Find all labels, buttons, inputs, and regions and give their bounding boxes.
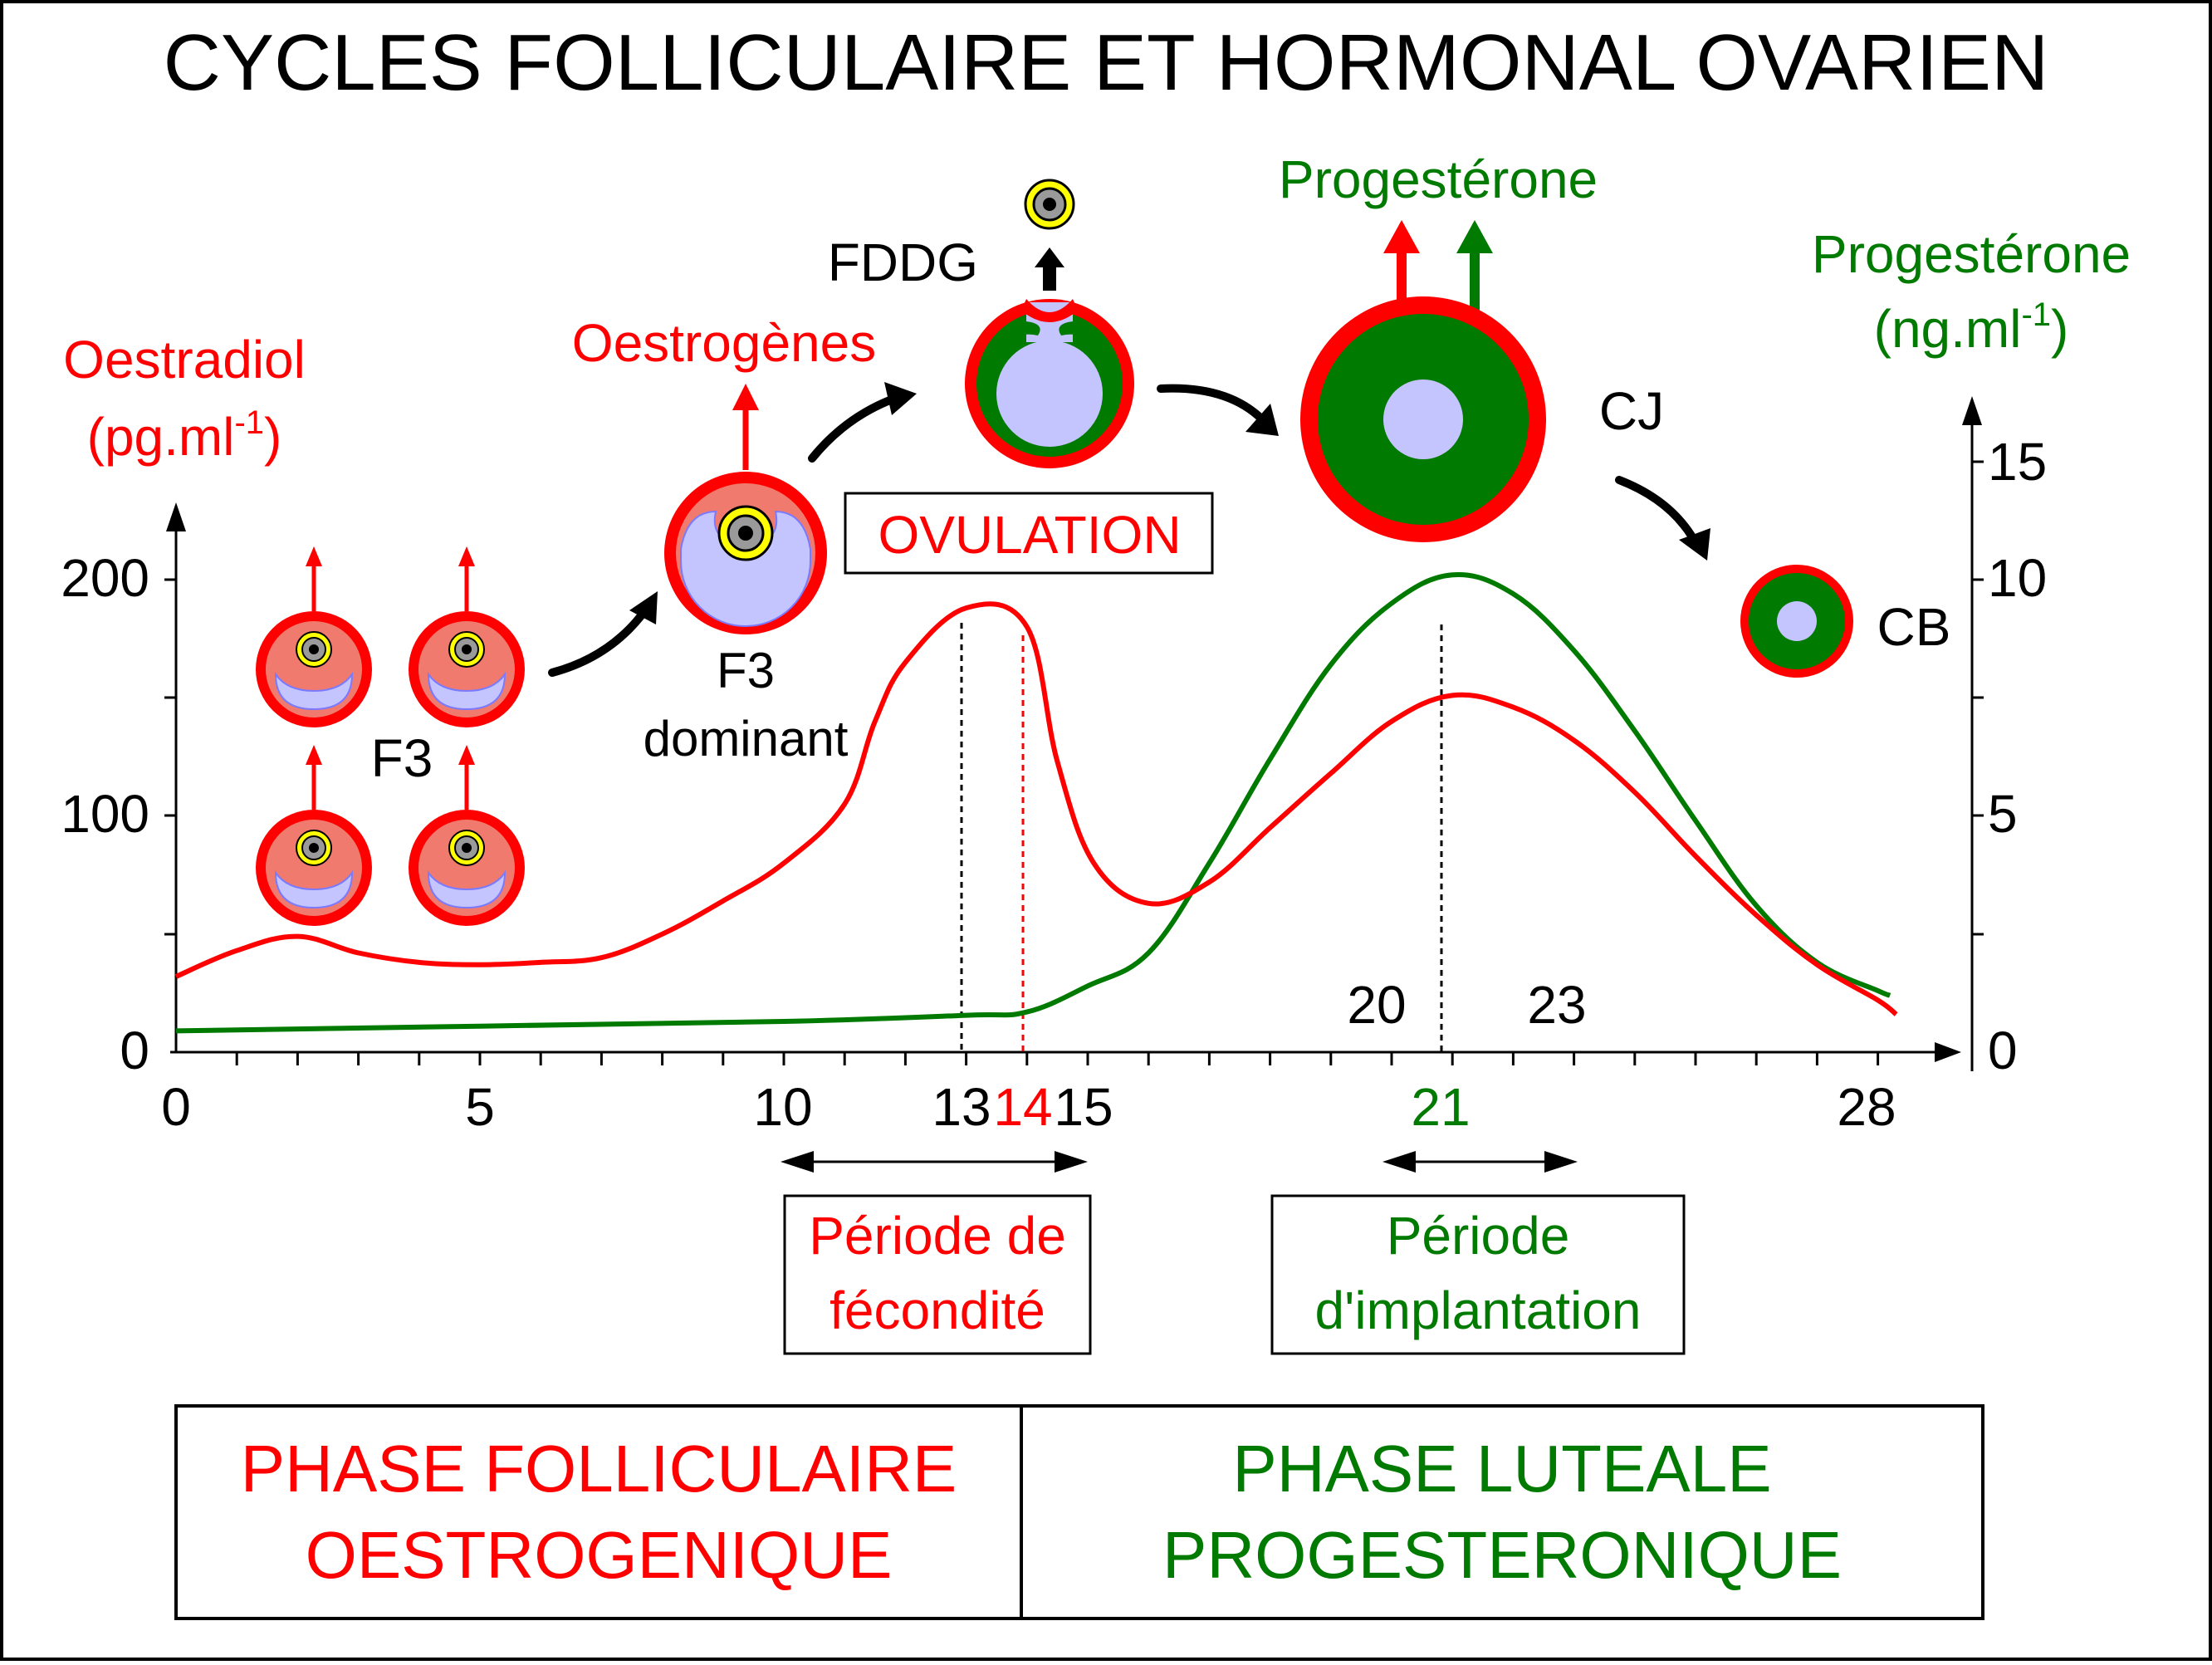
arrow-to-ovulation bbox=[808, 393, 903, 463]
right-tick-label-5: 5 bbox=[1988, 784, 2018, 844]
left-tick-label-200: 200 bbox=[61, 548, 149, 608]
left-axis-label: Oestradiol bbox=[63, 330, 306, 389]
implantation-line1: Période bbox=[1387, 1206, 1570, 1266]
right-axis-unit-base: (ng.ml bbox=[1874, 299, 2022, 359]
implantation-double-arrow bbox=[1382, 1151, 1578, 1173]
left-axis-unit: (pg.ml-1) bbox=[87, 404, 282, 467]
arrow-to-dominant-follicle-head bbox=[629, 591, 658, 624]
ovulation-box bbox=[844, 492, 1214, 575]
right-y-axis-arrowhead bbox=[1962, 396, 1982, 425]
corpus-albicans bbox=[1740, 565, 1853, 678]
arrow-to-corpus-albicans-head bbox=[1679, 528, 1710, 561]
arrow-to-corpus-luteum bbox=[1157, 384, 1266, 424]
x-axis-minor-ticks bbox=[235, 1052, 1880, 1065]
arrow-to-ovulation-head bbox=[884, 382, 917, 415]
cj-label: CJ bbox=[1599, 381, 1664, 441]
arrow-to-corpus-albicans bbox=[1615, 476, 1698, 544]
x-tick-label-28: 28 bbox=[1837, 1077, 1896, 1137]
fddg-label: FDDG bbox=[828, 233, 978, 292]
f3-follicle-top-left bbox=[256, 546, 372, 727]
implantation-line2: d'implantation bbox=[1315, 1281, 1642, 1340]
f3-label: F3 bbox=[371, 728, 433, 788]
fecondite-line1: Période de bbox=[809, 1206, 1066, 1266]
fecondite-box bbox=[783, 1194, 1092, 1355]
arrow-to-corpus-luteum-head bbox=[1245, 404, 1279, 436]
x-tick-label-13: 13 bbox=[932, 1077, 991, 1137]
x-tick-label-10: 10 bbox=[753, 1077, 812, 1137]
left-tick-label-100: 100 bbox=[61, 784, 149, 844]
right-axis-label: Progestérone bbox=[1812, 224, 2131, 284]
f3-dominant-label-line2: dominant bbox=[644, 711, 849, 766]
right-axis-unit-end: ) bbox=[2051, 299, 2068, 359]
f3-follicle-bottom-right bbox=[409, 745, 525, 926]
progesterone-curve bbox=[175, 572, 1891, 1034]
oestrogenes-label: Oestrogènes bbox=[572, 313, 876, 373]
right-tick-label-10: 10 bbox=[1988, 548, 2047, 608]
progesterone-top-label: Progestérone bbox=[1279, 149, 1598, 209]
axes bbox=[166, 396, 1982, 1071]
page-title: CYCLES FOLLICULAIRE ET HORMONAL OVARIEN bbox=[164, 18, 2049, 107]
follicular-phase-line1: PHASE FOLLICULAIRE bbox=[241, 1432, 957, 1506]
f3-follicle-bottom-left bbox=[256, 745, 372, 926]
oocyte-release-arrow bbox=[1035, 247, 1064, 291]
follicular-phase-box bbox=[174, 1404, 1023, 1620]
left-axis-ticks bbox=[164, 578, 176, 936]
x-tick-label-0: 0 bbox=[161, 1077, 191, 1137]
fecondite-line2: fécondité bbox=[830, 1281, 1045, 1340]
f3-dominant-label-line1: F3 bbox=[717, 643, 775, 698]
luteal-phase-line2: PROGESTERONIQUE bbox=[1162, 1518, 1842, 1592]
right-axis-unit-sup: -1 bbox=[2021, 296, 2051, 333]
expelled-oocyte bbox=[1024, 179, 1075, 230]
ovulating-follicle bbox=[965, 299, 1134, 468]
right-tick-label-15: 15 bbox=[1988, 432, 2047, 492]
fecondite-double-arrow bbox=[781, 1151, 1088, 1173]
left-axis-unit-base: (pg.ml bbox=[87, 407, 235, 467]
oestradiol-curve bbox=[174, 601, 1898, 1016]
implantation-box bbox=[1270, 1194, 1686, 1355]
day-marker-23: 23 bbox=[1527, 975, 1586, 1035]
corpus-luteum bbox=[1300, 220, 1546, 542]
arrow-to-dominant-follicle bbox=[548, 600, 653, 677]
right-axis-ticks bbox=[1972, 460, 1984, 936]
x-tick-label-21: 21 bbox=[1411, 1077, 1470, 1137]
x-tick-label-14: 14 bbox=[993, 1077, 1052, 1137]
dominant-follicle bbox=[664, 384, 827, 634]
left-axis-label-line1: Oestradiol bbox=[63, 330, 306, 389]
cb-label: CB bbox=[1877, 597, 1951, 657]
right-tick-label-0: 0 bbox=[1988, 1021, 2018, 1080]
left-axis-unit-end: ) bbox=[264, 407, 281, 467]
x-tick-label-15: 15 bbox=[1054, 1077, 1113, 1137]
follicular-phase-line2: OESTROGENIQUE bbox=[306, 1518, 893, 1592]
luteal-phase-box bbox=[1020, 1404, 1984, 1620]
left-axis-unit-sup: -1 bbox=[234, 404, 264, 441]
right-axis-label-line1: Progestérone bbox=[1812, 224, 2131, 284]
x-tick-label-5: 5 bbox=[465, 1077, 495, 1137]
luteal-phase-line1: PHASE LUTEALE bbox=[1232, 1432, 1771, 1506]
f3-follicle-top-right bbox=[409, 546, 525, 727]
left-y-axis-arrowhead bbox=[166, 502, 186, 531]
ovulation-label: OVULATION bbox=[878, 505, 1181, 565]
day-marker-20: 20 bbox=[1347, 975, 1406, 1035]
x-axis-arrowhead bbox=[1935, 1042, 1961, 1062]
left-tick-label-0: 0 bbox=[120, 1021, 149, 1080]
right-axis-unit: (ng.ml-1) bbox=[1874, 296, 2069, 359]
